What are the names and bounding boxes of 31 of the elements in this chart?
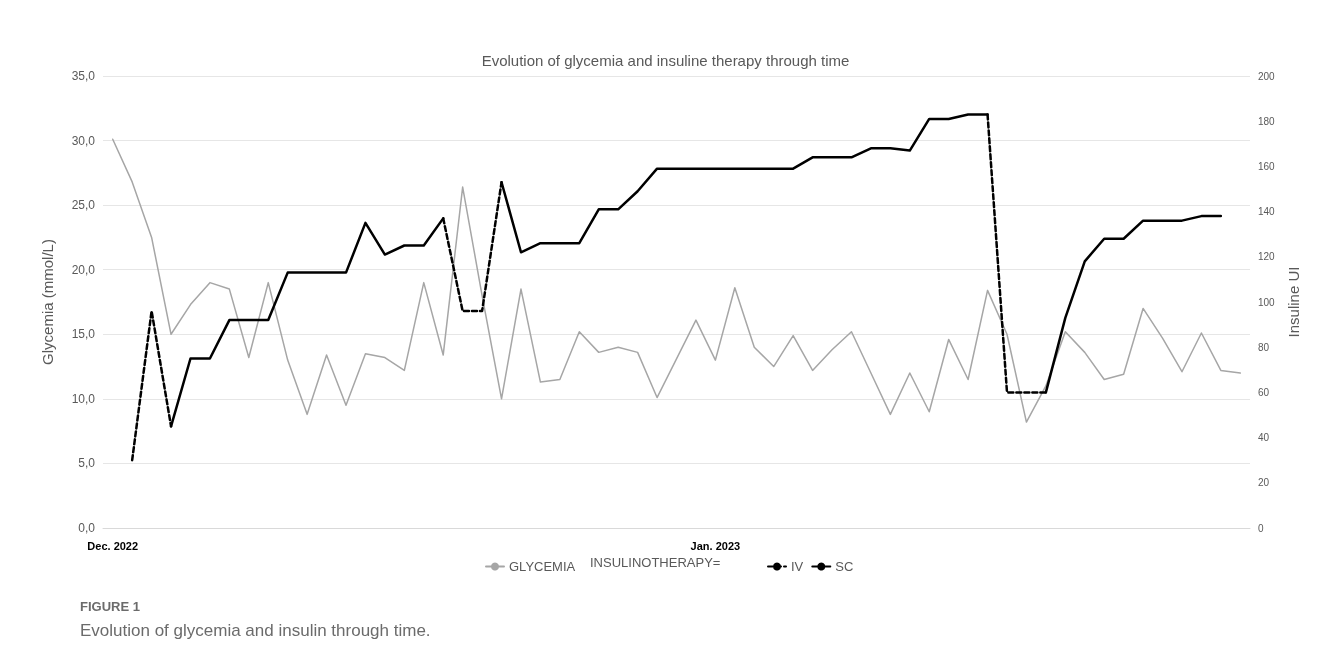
- x-tick-label: Dec. 2022: [87, 539, 139, 552]
- y2-tick-label: 200: [1258, 70, 1276, 82]
- y-tick-label: 5,0: [78, 456, 96, 471]
- legend-label: SC: [835, 559, 854, 574]
- y-tick-label: 15,0: [71, 327, 96, 342]
- chart-title: Evolution of glycemia and insuline therapy through time: [481, 52, 850, 69]
- y2-tick-label: 20: [1258, 477, 1270, 489]
- y-tick-label: 30,0: [71, 133, 96, 148]
- y-tick-label: 10,0: [71, 391, 96, 406]
- y-tick-label: 35,0: [71, 69, 96, 83]
- line-series: [111, 138, 1242, 423]
- text: Evolution of glycemia and insulin through time.: [80, 621, 431, 640]
- y2-tick-label: 180: [1258, 115, 1276, 127]
- y-tick-label: 25,0: [71, 198, 96, 213]
- caption: FIGURE 1: [80, 599, 140, 614]
- legend-label: IV: [791, 559, 804, 574]
- legend-title: INSULINOTHERAPY=: [590, 555, 721, 570]
- y-axis-title: Glycemia (mmol/L): [39, 239, 56, 365]
- y2-tick-label: 80: [1258, 341, 1270, 353]
- y2-tick-label: 60: [1258, 386, 1270, 398]
- y-tick-label: 20,0: [71, 262, 96, 277]
- y2-tick-label: 160: [1258, 160, 1276, 172]
- y2-tick-label: 140: [1258, 206, 1276, 218]
- legend-label: GLYCEMIA: [509, 559, 576, 574]
- y2-tick-label: 40: [1258, 432, 1270, 444]
- y2-tick-label: 100: [1258, 296, 1276, 308]
- y-tick-label: 0,0: [78, 521, 96, 535]
- y2-tick-label: 120: [1258, 251, 1276, 263]
- x-tick-label: Jan. 2023: [690, 539, 741, 552]
- y2-axis-title: Insuline UI: [1285, 266, 1302, 338]
- y2-tick-label: 0: [1258, 522, 1264, 534]
